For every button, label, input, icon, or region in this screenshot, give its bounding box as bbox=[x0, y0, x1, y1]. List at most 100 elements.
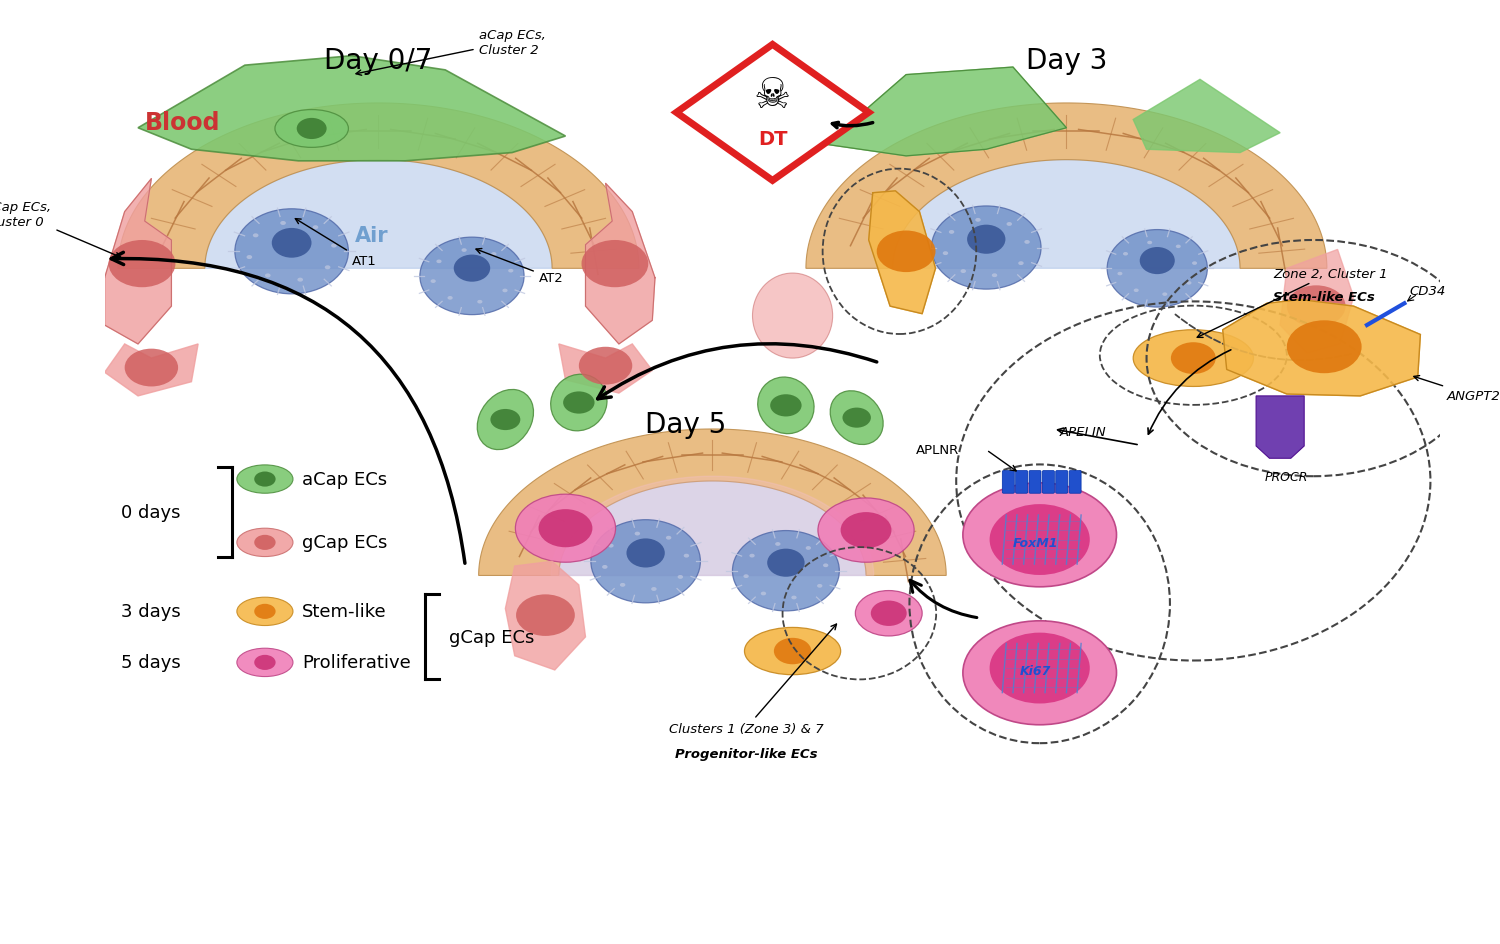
Ellipse shape bbox=[855, 591, 922, 636]
Circle shape bbox=[516, 595, 574, 636]
Circle shape bbox=[562, 392, 594, 414]
Circle shape bbox=[477, 300, 483, 304]
Text: ANGPT2: ANGPT2 bbox=[1414, 376, 1500, 403]
Circle shape bbox=[1192, 262, 1197, 265]
Circle shape bbox=[824, 564, 828, 567]
Ellipse shape bbox=[1140, 247, 1174, 275]
Circle shape bbox=[950, 230, 954, 235]
Circle shape bbox=[776, 543, 780, 547]
Ellipse shape bbox=[237, 598, 292, 626]
Text: Progenitor-like ECs: Progenitor-like ECs bbox=[675, 748, 818, 761]
Circle shape bbox=[1162, 293, 1167, 296]
Ellipse shape bbox=[758, 378, 814, 434]
Circle shape bbox=[651, 587, 657, 591]
Text: 0 days: 0 days bbox=[120, 503, 180, 521]
Ellipse shape bbox=[591, 520, 700, 603]
Polygon shape bbox=[806, 104, 1328, 269]
Ellipse shape bbox=[766, 549, 804, 577]
Circle shape bbox=[538, 510, 592, 548]
Ellipse shape bbox=[990, 633, 1090, 704]
Polygon shape bbox=[138, 57, 566, 161]
Ellipse shape bbox=[627, 539, 664, 568]
Text: AT1: AT1 bbox=[296, 219, 376, 268]
Circle shape bbox=[1007, 223, 1013, 227]
Ellipse shape bbox=[453, 255, 491, 282]
Circle shape bbox=[960, 270, 966, 274]
Text: Air: Air bbox=[356, 226, 388, 246]
Circle shape bbox=[992, 274, 998, 278]
Circle shape bbox=[280, 222, 286, 226]
Circle shape bbox=[297, 119, 327, 140]
Ellipse shape bbox=[237, 465, 292, 494]
Circle shape bbox=[760, 592, 766, 596]
Ellipse shape bbox=[963, 483, 1116, 587]
Circle shape bbox=[806, 547, 812, 550]
Text: PROCR: PROCR bbox=[1264, 470, 1308, 483]
FancyArrowPatch shape bbox=[910, 581, 976, 618]
FancyBboxPatch shape bbox=[1002, 471, 1014, 494]
Ellipse shape bbox=[274, 110, 348, 148]
Circle shape bbox=[750, 554, 754, 558]
Circle shape bbox=[634, 532, 640, 536]
Text: AT2: AT2 bbox=[476, 249, 564, 285]
Circle shape bbox=[1019, 261, 1023, 266]
Polygon shape bbox=[1222, 300, 1420, 396]
Text: ☠: ☠ bbox=[754, 76, 790, 117]
Circle shape bbox=[1134, 289, 1138, 293]
Text: APELIN: APELIN bbox=[1059, 426, 1107, 439]
Polygon shape bbox=[506, 562, 585, 670]
Polygon shape bbox=[585, 184, 656, 345]
Ellipse shape bbox=[732, 531, 840, 612]
Circle shape bbox=[774, 638, 812, 665]
FancyBboxPatch shape bbox=[1029, 471, 1041, 494]
Ellipse shape bbox=[963, 621, 1116, 725]
Circle shape bbox=[602, 565, 608, 569]
Circle shape bbox=[124, 349, 178, 387]
Circle shape bbox=[254, 604, 276, 619]
Ellipse shape bbox=[420, 238, 524, 315]
Text: Blood: Blood bbox=[144, 110, 220, 135]
Circle shape bbox=[1148, 242, 1152, 245]
FancyBboxPatch shape bbox=[1070, 471, 1082, 494]
Polygon shape bbox=[1132, 80, 1280, 154]
Circle shape bbox=[666, 536, 672, 540]
Circle shape bbox=[818, 584, 822, 588]
Circle shape bbox=[509, 270, 513, 273]
Text: 5 days: 5 days bbox=[120, 653, 180, 672]
Text: Stem-like ECs: Stem-like ECs bbox=[1274, 291, 1376, 304]
Text: APLNR: APLNR bbox=[916, 444, 960, 457]
FancyBboxPatch shape bbox=[1056, 471, 1068, 494]
Circle shape bbox=[843, 408, 872, 429]
Polygon shape bbox=[560, 345, 652, 394]
Circle shape bbox=[1118, 273, 1122, 276]
Circle shape bbox=[871, 601, 906, 626]
Text: Day 5: Day 5 bbox=[645, 411, 726, 439]
Ellipse shape bbox=[932, 207, 1041, 290]
Circle shape bbox=[312, 226, 318, 230]
FancyArrowPatch shape bbox=[597, 345, 878, 399]
Ellipse shape bbox=[990, 504, 1090, 576]
Circle shape bbox=[579, 347, 633, 385]
Circle shape bbox=[447, 296, 453, 300]
Circle shape bbox=[436, 261, 441, 264]
Circle shape bbox=[975, 219, 981, 223]
Ellipse shape bbox=[550, 375, 608, 431]
Circle shape bbox=[254, 472, 276, 487]
Circle shape bbox=[608, 544, 613, 548]
Text: Stem-like: Stem-like bbox=[303, 602, 387, 621]
Text: aCap ECs,
Cluster 2: aCap ECs, Cluster 2 bbox=[356, 28, 546, 76]
Ellipse shape bbox=[477, 390, 534, 450]
Text: Proliferative: Proliferative bbox=[303, 653, 411, 672]
Circle shape bbox=[942, 252, 948, 256]
Ellipse shape bbox=[236, 210, 348, 295]
Ellipse shape bbox=[744, 628, 840, 675]
Polygon shape bbox=[676, 45, 868, 181]
Circle shape bbox=[1176, 245, 1180, 249]
FancyBboxPatch shape bbox=[1042, 471, 1054, 494]
Text: Clusters 1 (Zone 3) & 7: Clusters 1 (Zone 3) & 7 bbox=[669, 624, 837, 735]
Circle shape bbox=[684, 554, 688, 558]
Text: DT: DT bbox=[758, 130, 788, 149]
Ellipse shape bbox=[272, 228, 312, 259]
Text: aCap ECs: aCap ECs bbox=[303, 470, 387, 489]
Polygon shape bbox=[118, 104, 639, 269]
